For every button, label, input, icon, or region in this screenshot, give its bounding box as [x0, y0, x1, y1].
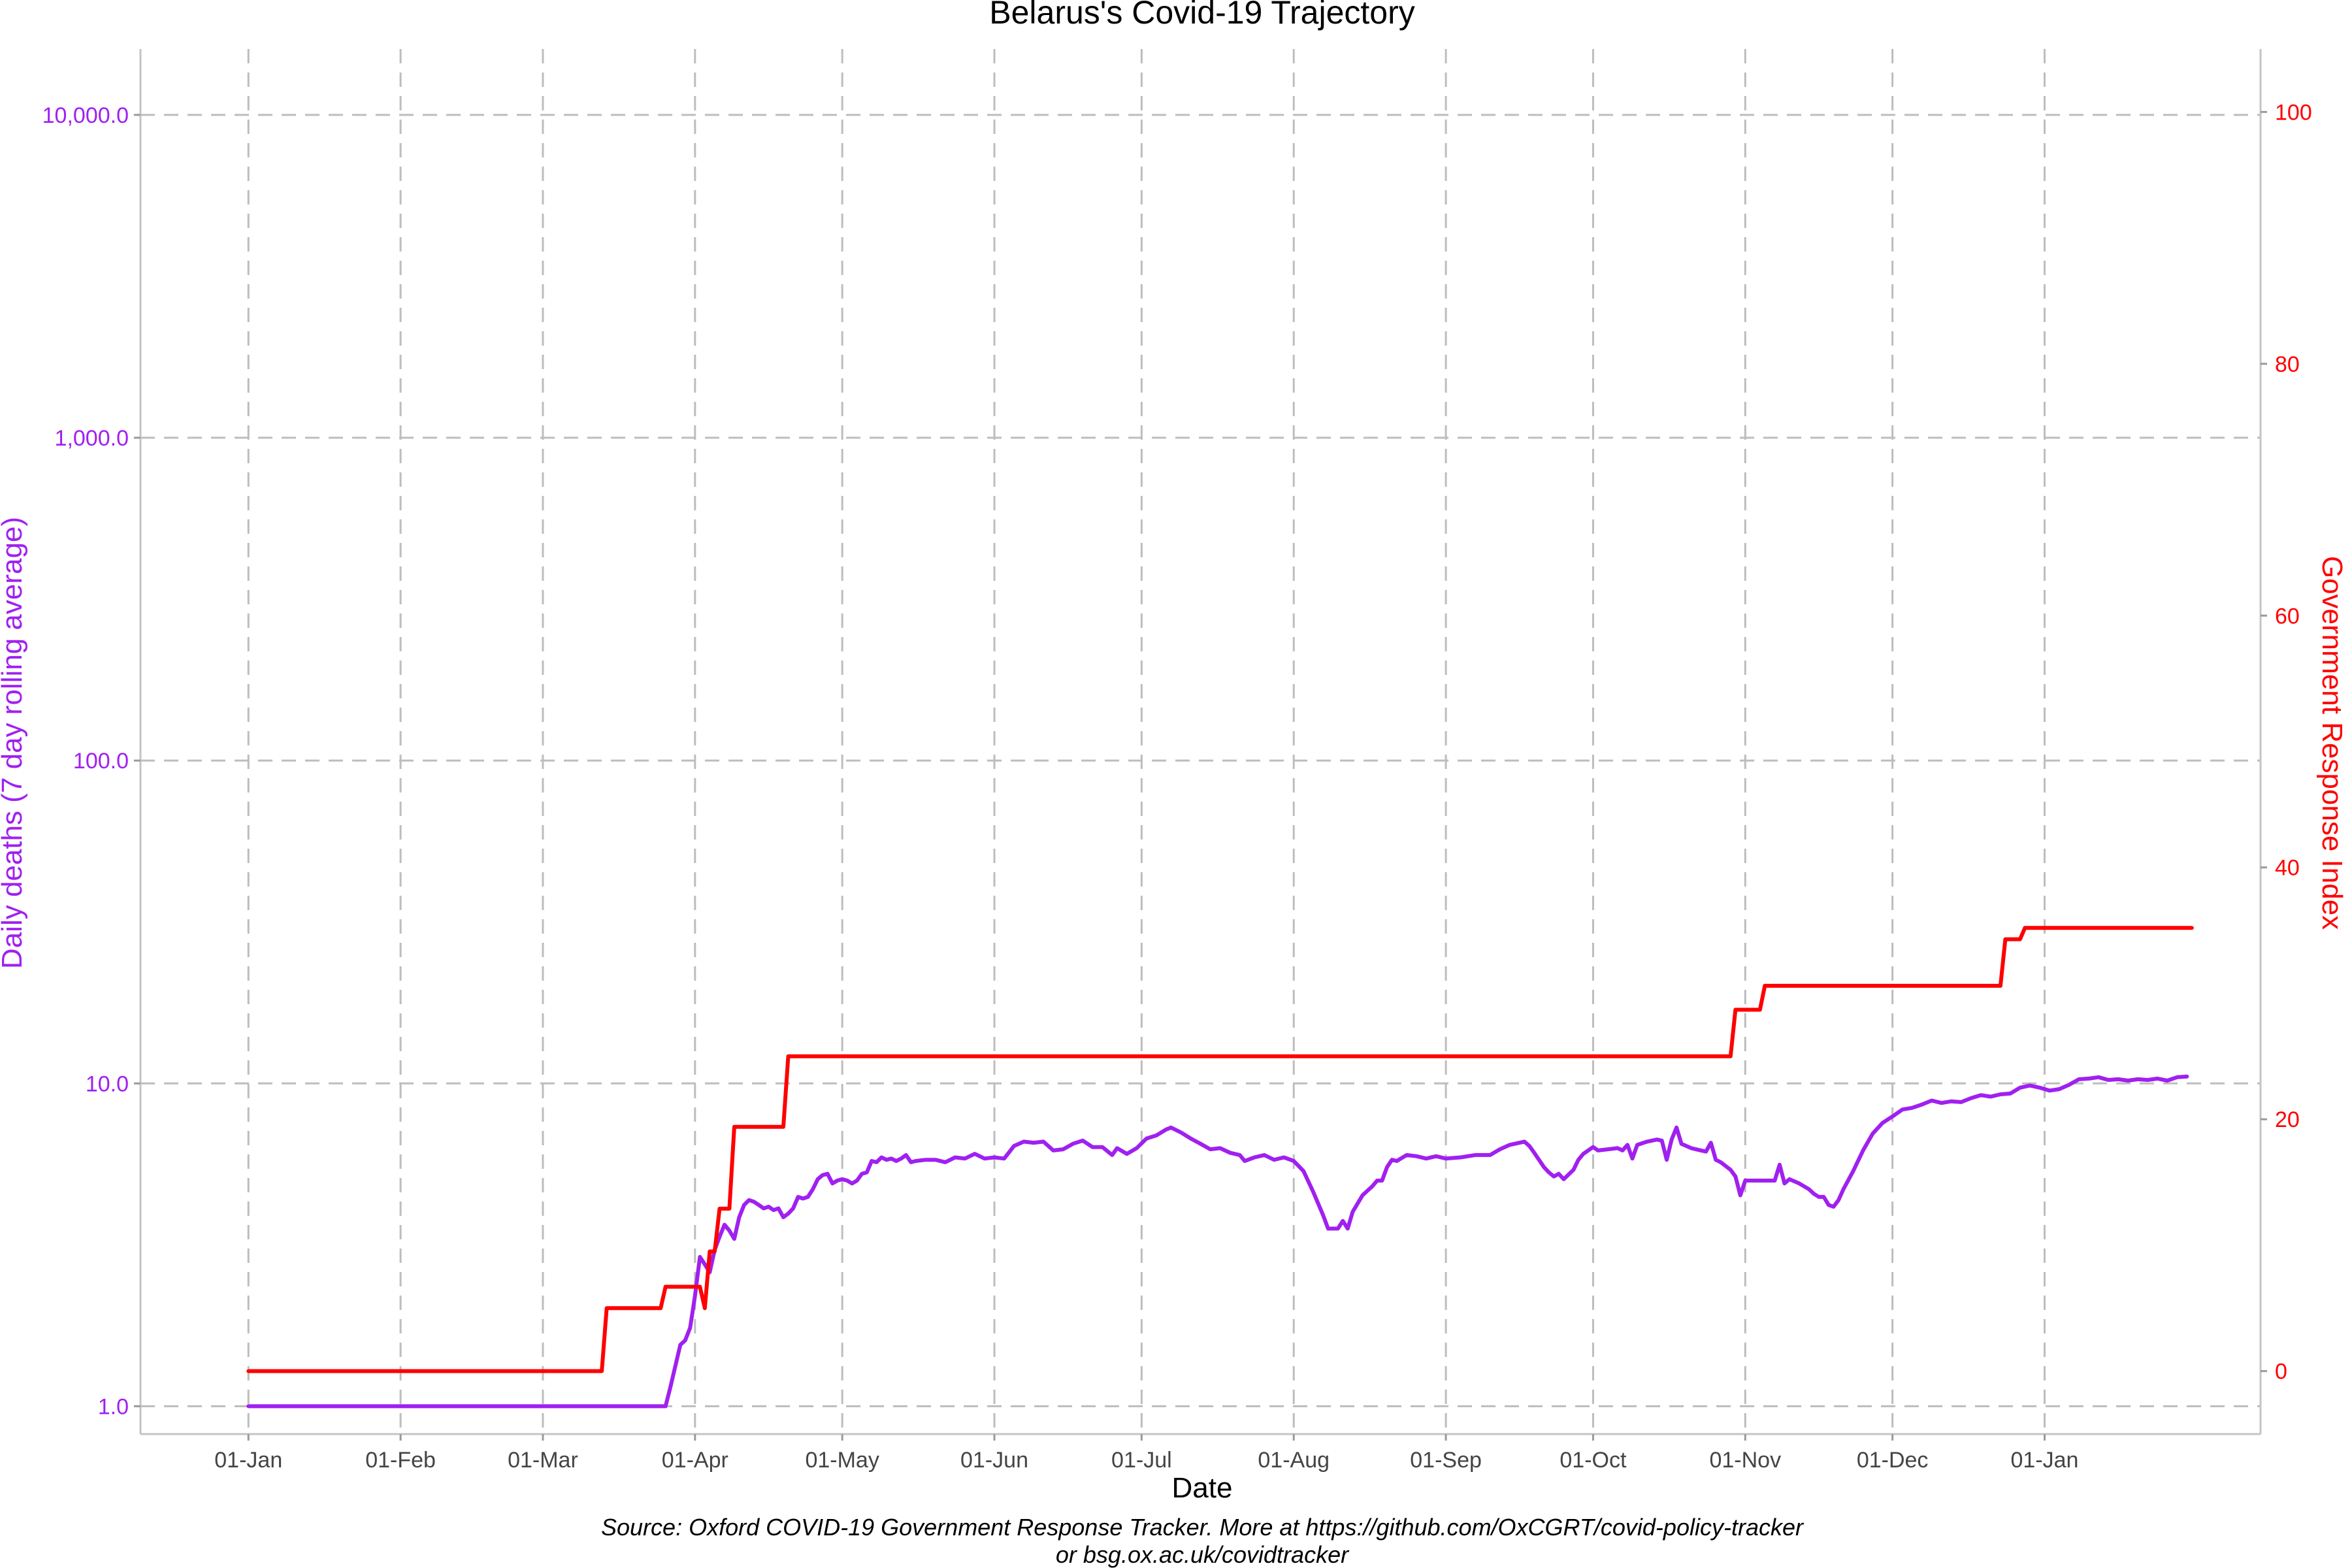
right-tick-label-2: 40 — [2275, 856, 2300, 881]
left-tick-label-1: 10.0 — [86, 1071, 129, 1096]
right-tick-label-3: 60 — [2275, 604, 2300, 629]
left-tick-label-4: 10,000.0 — [42, 103, 129, 128]
x-tick-label-2: 01-Mar — [508, 1448, 578, 1473]
right-tick-label-4: 80 — [2275, 352, 2300, 377]
x-tick-label-5: 01-Jun — [960, 1448, 1028, 1473]
gridlines — [140, 49, 2261, 1434]
axes — [139, 49, 2262, 1435]
x-axis-ticks: 01-Jan 01-Feb 01-Mar 01-Apr 01-May 01-Jun 01-J… — [214, 1434, 2078, 1473]
left-axis-title: Daily deaths (7 day rolling average) — [0, 517, 28, 969]
left-tick-label-2: 100.0 — [73, 749, 129, 774]
x-tick-label-4: 01-May — [805, 1448, 879, 1473]
left-axis-ticks: 1.0 10.0 100.0 1,000.0 10,000.0 — [42, 103, 140, 1419]
source-caption-line-2: or bsg.ox.ac.uk/covidtracker — [1056, 1541, 1350, 1568]
series-lines — [246, 926, 2194, 1409]
left-tick-label-0: 1.0 — [98, 1394, 129, 1419]
left-tick-label-3: 1,000.0 — [55, 426, 129, 451]
right-tick-label-1: 20 — [2275, 1107, 2300, 1132]
chart-title: Belarus's Covid-19 Trajectory — [989, 0, 1414, 31]
x-tick-label-3: 01-Apr — [662, 1448, 728, 1473]
deaths-line — [246, 1074, 2189, 1409]
x-tick-label-7: 01-Aug — [1258, 1448, 1330, 1473]
x-tick-label-9: 01-Oct — [1560, 1448, 1627, 1473]
right-axis-ticks: 0 20 40 60 80 100 — [2261, 100, 2312, 1384]
right-tick-label-0: 0 — [2275, 1360, 2287, 1384]
x-tick-label-11: 01-Dec — [1857, 1448, 1929, 1473]
x-tick-label-10: 01-Nov — [1709, 1448, 1781, 1473]
source-caption-line-1: Source: Oxford COVID-19 Government Respo… — [601, 1514, 1805, 1541]
x-axis-title: Date — [1172, 1472, 1233, 1504]
x-tick-label-6: 01-Jul — [1111, 1448, 1172, 1473]
right-tick-label-5: 100 — [2275, 100, 2312, 125]
x-tick-label-12: 01-Jan — [2011, 1448, 2079, 1473]
x-tick-label-8: 01-Sep — [1410, 1448, 1482, 1473]
x-tick-label-0: 01-Jan — [214, 1448, 282, 1473]
x-tick-label-1: 01-Feb — [365, 1448, 436, 1473]
right-axis-title: Government Response Index — [2316, 556, 2348, 930]
stringency-line — [246, 926, 2194, 1373]
